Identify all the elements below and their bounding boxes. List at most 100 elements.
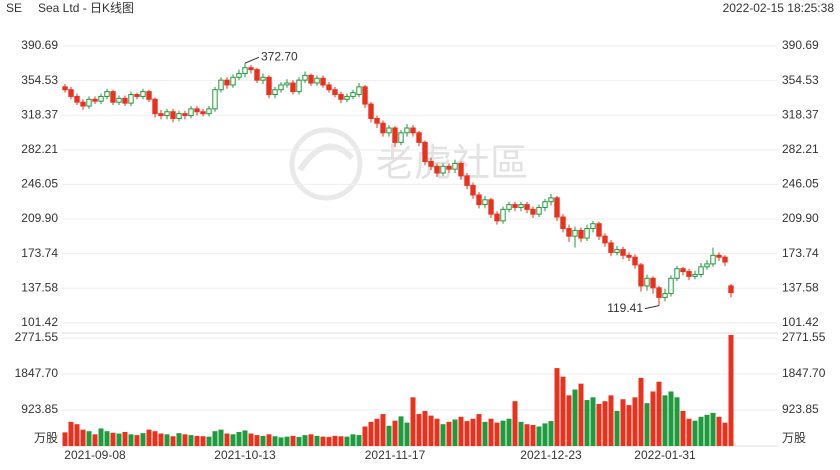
volume-bar: [200, 436, 206, 446]
candle-body: [200, 111, 206, 115]
volume-bar: [392, 420, 398, 446]
candle-body: [656, 287, 662, 298]
volume-bar: [722, 422, 728, 446]
x-tick-label: 2022-01-31: [634, 448, 696, 462]
candle-body: [476, 194, 482, 206]
volume-bar: [494, 422, 500, 446]
y-tick-label-right: 318.37: [782, 107, 819, 121]
volume-bar: [296, 437, 302, 446]
volume-bar: [116, 433, 122, 446]
candle-body: [104, 91, 110, 97]
annotation-leader: [644, 305, 660, 310]
volume-bar: [584, 400, 590, 446]
candle-body: [332, 89, 338, 96]
candle-body: [122, 97, 128, 104]
y-tick-label: 173.74: [21, 246, 58, 260]
volume-bar: [314, 435, 320, 446]
candle-body: [554, 197, 560, 218]
volume-tick-label: 923.85: [21, 402, 58, 416]
volume-bar: [662, 395, 668, 446]
candle-body: [128, 94, 134, 104]
volume-bar: [104, 431, 110, 446]
volume-bar: [428, 415, 434, 446]
candle-body: [710, 254, 716, 265]
candle-body: [626, 254, 632, 258]
candle-body: [290, 82, 296, 93]
candle-body: [68, 89, 74, 97]
volume-bar: [638, 377, 644, 446]
volume-bar: [86, 431, 92, 446]
candle-body: [80, 101, 86, 107]
candle-body: [362, 86, 368, 105]
candle-body: [314, 77, 320, 84]
volume-bar: [608, 395, 614, 446]
volume-bar: [518, 421, 524, 446]
volume-bar: [506, 418, 512, 446]
volume-bar: [140, 433, 146, 446]
candle-body: [182, 113, 188, 117]
candle-body: [590, 223, 596, 230]
volume-bar: [524, 424, 530, 446]
candle-body: [722, 256, 728, 263]
candle-body: [236, 72, 242, 78]
x-tick-label: 2021-11-17: [365, 448, 426, 462]
volume-bar: [512, 401, 518, 446]
volume-bar: [470, 418, 476, 446]
y-tick-label-right: 282.21: [782, 142, 819, 156]
annotation: 119.41: [607, 301, 643, 315]
volume-bar: [284, 436, 290, 446]
candle-body: [374, 117, 380, 124]
candle-body: [650, 277, 656, 289]
volume-bar: [686, 418, 692, 446]
volume-bar: [362, 426, 368, 446]
volume-bar: [338, 436, 344, 446]
annotation-leader: [244, 56, 260, 64]
volume-bar: [260, 435, 266, 446]
volume-unit-right: 万股: [782, 431, 806, 445]
volume-bar: [188, 435, 194, 446]
y-tick-label-right: 137.58: [782, 280, 819, 294]
candle-body: [410, 127, 416, 134]
candle-body: [620, 249, 626, 256]
candle-body: [512, 204, 518, 208]
volume-bar: [422, 410, 428, 446]
volume-bar: [632, 397, 638, 446]
volume-bar: [152, 431, 158, 446]
volume-bar: [596, 403, 602, 446]
volume-bar: [542, 423, 548, 446]
candle-body: [500, 208, 506, 222]
volume-bar: [488, 418, 494, 446]
candle-body: [386, 127, 392, 134]
volume-bar: [548, 421, 554, 446]
y-tick-label-right: 246.05: [782, 177, 819, 191]
candle-body: [302, 74, 308, 81]
candle-body: [686, 271, 692, 277]
volume-bar: [134, 435, 140, 446]
volume-bar: [698, 416, 704, 446]
y-tick-label: 246.05: [21, 177, 58, 191]
candle-body: [368, 103, 374, 119]
volume-bar: [458, 416, 464, 446]
volume-tick-label: 1847.70: [15, 366, 59, 380]
candle-body: [524, 204, 530, 210]
x-tick-label: 2021-12-23: [520, 448, 582, 462]
volume-tick-label: 2771.55: [15, 330, 59, 344]
volume-bar: [656, 381, 662, 446]
volume-bar: [332, 435, 338, 446]
ticker: SE: [6, 1, 22, 15]
candle-body: [218, 79, 224, 91]
candle-body: [632, 256, 638, 266]
volume-bar: [464, 421, 470, 446]
volume-bar: [212, 431, 218, 446]
volume-bar: [560, 376, 566, 446]
candle-body: [158, 113, 164, 117]
volume-bar: [440, 424, 446, 446]
candle-body: [578, 229, 584, 239]
y-tick-label: 137.58: [21, 280, 58, 294]
candle-body: [446, 165, 452, 170]
volume-bar: [410, 397, 416, 446]
y-tick-label: 354.53: [21, 73, 58, 87]
candle-body: [404, 127, 410, 134]
candle-body: [86, 98, 92, 107]
candle-body: [338, 94, 344, 100]
